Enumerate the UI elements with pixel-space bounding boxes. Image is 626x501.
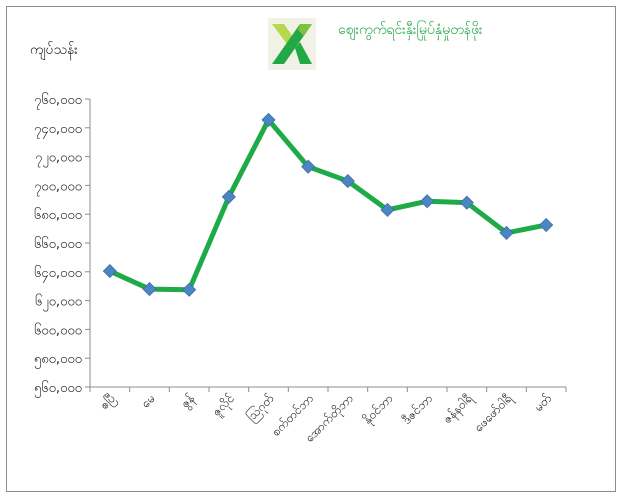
y-tick-label: ၇၄၀,၀၀၀ (34, 122, 82, 139)
data-point-marker (261, 112, 276, 127)
data-point-marker (301, 159, 316, 174)
data-point-marker (459, 195, 474, 210)
y-tick-label: ၇၂၀,၀၀၀ (35, 151, 82, 168)
y-tick-label: ၆၈၀,၀၀၀ (34, 207, 82, 223)
data-point-marker (142, 282, 157, 297)
data-point-marker (380, 202, 395, 217)
x-tick-label: ဇူလိုင် (209, 391, 239, 421)
y-tick-label: ၆၆၀,၀၀၀ (34, 236, 82, 252)
y-tick-label: ၇၀၀,၀၀၀ (34, 179, 82, 196)
x-tick-label: ဩဂုတ် (243, 390, 279, 426)
x-tick-label: ဇန်နဝါရီ (439, 390, 477, 428)
data-point-marker (420, 194, 435, 209)
data-point-marker (182, 282, 197, 297)
data-point-marker (221, 189, 236, 204)
data-point-marker (539, 217, 554, 233)
y-axis-ticks: ၅၆၀,၀၀၀ ၅၈၀,၀၀၀ ၆၀၀,၀၀၀ ၆၂၀,၀၀၀ ၆၄၀,၀၀၀ ၆၆၀,၀… (34, 92, 90, 398)
green-x-logo-icon (268, 18, 316, 70)
series-line (107, 117, 549, 293)
x-tick-label: မတ် (531, 391, 555, 415)
y-tick-label: ၆၂၀,၀၀၀ (35, 294, 82, 312)
y-tick-label: ၅၈၀,၀၀၀ (34, 352, 82, 369)
axes (89, 99, 566, 388)
x-tick-label: ဇွန် (177, 391, 199, 413)
x-tick-label: ဖေဖော်ဝါရီ (471, 390, 517, 436)
data-point-marker (340, 174, 355, 189)
data-point-marker (499, 225, 514, 240)
data-series (102, 112, 554, 297)
y-tick-label: ၅၆၀,၀၀၀ (34, 380, 82, 398)
chart-title: ဈေးကွက်ရင်းနှီးမြုပ်နှံမှုတန်ဖိုး (338, 22, 483, 38)
y-tick-label: ၆၄၀,၀၀၀ (34, 265, 82, 283)
chart-frame (6, 6, 616, 492)
x-tick-label: မေ (138, 391, 157, 410)
x-tick-label: ဧပြီ (96, 390, 120, 414)
x-tick-label: ဒီဇင်ဘာ (399, 391, 435, 427)
x-tick-label: နိုဝင်ဘာ (359, 391, 397, 429)
data-point-marker (102, 264, 117, 279)
y-tick-label: ၆၀၀,၀၀၀ (34, 322, 82, 338)
y-tick-label: ၇၆၀,၀၀၀ (34, 92, 82, 110)
x-axis-ticks: ဧပြီ မေ ဇွန် ဇူလိုင် ဩဂုတ်စက်တင်ဘာအောက်တိုဘာ… (89, 387, 567, 447)
y-unit-label: ကျပ်သန်း (30, 42, 78, 58)
